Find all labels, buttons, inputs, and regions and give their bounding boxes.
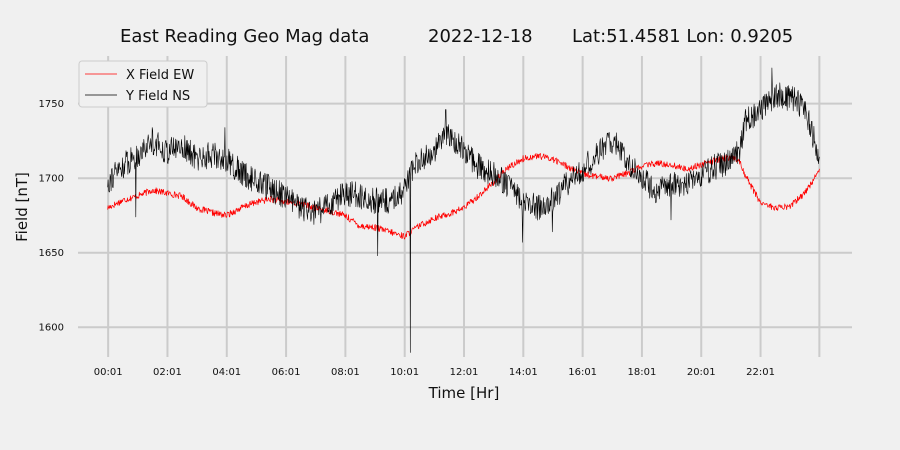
chart-title-location: Lat:51.4581 Lon: 0.9205 — [572, 26, 793, 47]
y-tick-label: 1600 — [39, 323, 64, 334]
y-field-ns-line — [107, 67, 820, 353]
legend-label-y-field: Y Field NS — [125, 89, 190, 104]
x-tick-label: 16:01 — [568, 367, 597, 378]
legend: X Field EW Y Field NS — [78, 60, 208, 108]
tick-labels: 00:01 02:01 04:01 06:01 08:01 10:01 12:01 14:01… — [39, 99, 775, 378]
legend-box — [78, 60, 208, 108]
grid-lines — [78, 56, 852, 357]
legend-label-x-field: X Field EW — [126, 68, 194, 83]
x-tick-label: 20:01 — [687, 367, 716, 378]
x-tick-label: 10:01 — [390, 367, 419, 378]
y-axis-label: Field [nT] — [13, 172, 31, 242]
chart-title-name: East Reading Geo Mag data — [120, 26, 369, 47]
series-lines — [107, 67, 820, 353]
x-tick-label: 18:01 — [628, 367, 657, 378]
x-axis-label: Time [Hr] — [428, 384, 500, 402]
x-tick-label: 08:01 — [331, 367, 360, 378]
x-tick-label: 02:01 — [153, 367, 182, 378]
x-tick-label: 00:01 — [94, 367, 123, 378]
x-tick-label: 12:01 — [450, 367, 479, 378]
y-tick-label: 1650 — [39, 248, 64, 259]
y-tick-label: 1750 — [39, 99, 64, 110]
x-tick-label: 06:01 — [272, 367, 301, 378]
y-tick-label: 1700 — [39, 174, 64, 185]
x-field-ew-line — [107, 153, 820, 240]
x-tick-label: 14:01 — [509, 367, 538, 378]
x-tick-label: 04:01 — [212, 367, 241, 378]
x-tick-label: 22:01 — [746, 367, 775, 378]
chart-title-date: 2022-12-18 — [428, 26, 533, 47]
